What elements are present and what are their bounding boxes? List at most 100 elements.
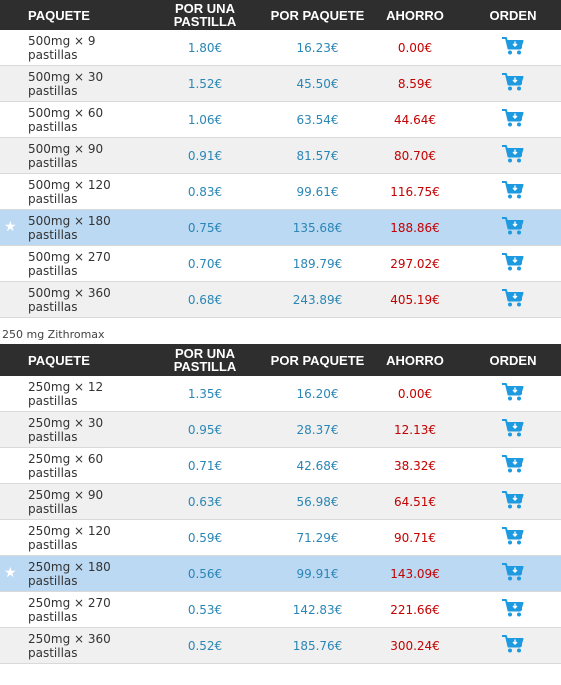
package-cell: 250mg × 120 pastillas bbox=[28, 523, 111, 552]
package-cell: 500mg × 90 pastillas bbox=[28, 141, 104, 170]
per-package-cell: 185.76€ bbox=[292, 638, 343, 653]
per-package-cell: 99.61€ bbox=[296, 184, 339, 199]
order-cell bbox=[465, 454, 561, 477]
per-package-cell: 81.57€ bbox=[296, 148, 339, 163]
shopping-cart-icon[interactable] bbox=[501, 181, 525, 203]
per-pill-cell: 0.68€ bbox=[187, 292, 223, 307]
per-package-cell: 16.23€ bbox=[296, 40, 339, 55]
star-icon: ★ bbox=[4, 219, 17, 235]
per-pill-cell: 0.91€ bbox=[187, 148, 223, 163]
per-pill-cell: 0.70€ bbox=[187, 256, 223, 271]
shopping-cart-icon[interactable] bbox=[501, 37, 525, 59]
order-cell bbox=[465, 180, 561, 203]
package-cell: 500mg × 60 pastillas bbox=[28, 105, 104, 134]
per-package-cell: 42.68€ bbox=[296, 458, 339, 473]
table-row: 250mg × 120 pastillas 0.59€ 71.29€ 90.71€ bbox=[0, 520, 561, 556]
header-savings: AHORRO bbox=[386, 352, 444, 368]
per-pill-cell: 0.52€ bbox=[187, 638, 223, 653]
savings-cell: 8.59€ bbox=[397, 76, 433, 91]
savings-cell: 38.32€ bbox=[394, 458, 436, 473]
order-cell bbox=[465, 288, 561, 311]
header-per-pill-line1: POR UNA bbox=[175, 1, 235, 16]
package-cell: 500mg × 9 pastillas bbox=[28, 33, 96, 62]
package-cell: 500mg × 180 pastillas bbox=[28, 213, 111, 242]
shopping-cart-icon[interactable] bbox=[501, 419, 525, 441]
per-package-cell: 45.50€ bbox=[296, 76, 339, 91]
per-package-cell: 71.29€ bbox=[296, 530, 339, 545]
order-cell bbox=[465, 526, 561, 549]
shopping-cart-icon[interactable] bbox=[501, 253, 525, 275]
savings-cell: 80.70€ bbox=[394, 148, 436, 163]
shopping-cart-icon[interactable] bbox=[501, 109, 525, 131]
package-cell: 250mg × 270 pastillas bbox=[28, 595, 111, 624]
per-pill-cell: 0.56€ bbox=[187, 566, 223, 581]
header-per-pill: POR UNA PASTILLA bbox=[140, 347, 270, 373]
savings-cell: 300.24€ bbox=[390, 638, 440, 653]
table-row: ★ 500mg × 180 pastillas 0.75€ 135.68€ 188.86… bbox=[0, 210, 561, 246]
shopping-cart-icon[interactable] bbox=[501, 491, 525, 513]
shopping-cart-icon[interactable] bbox=[501, 635, 525, 657]
per-pill-cell: 0.53€ bbox=[187, 602, 223, 617]
header-package: PAQUETE bbox=[28, 7, 90, 23]
package-cell: 250mg × 60 pastillas bbox=[28, 451, 104, 480]
header-order: ORDEN bbox=[489, 7, 537, 23]
header-per-pill-line2: PASTILLA bbox=[173, 14, 237, 29]
savings-cell: 116.75€ bbox=[390, 184, 440, 199]
package-cell: 250mg × 90 pastillas bbox=[28, 487, 104, 516]
table-row: 500mg × 270 pastillas 0.70€ 189.79€ 297.02€ bbox=[0, 246, 561, 282]
package-cell: 500mg × 360 pastillas bbox=[28, 285, 111, 314]
per-package-cell: 99.91€ bbox=[296, 566, 339, 581]
table-row: 250mg × 30 pastillas 0.95€ 28.37€ 12.13€ bbox=[0, 412, 561, 448]
per-pill-cell: 1.35€ bbox=[187, 386, 223, 401]
table-header: PAQUETE POR UNA PASTILLA POR PAQUETE AHORRO O… bbox=[0, 344, 561, 376]
savings-cell: 143.09€ bbox=[390, 566, 440, 581]
header-per-package: POR PAQUETE bbox=[270, 352, 365, 368]
order-cell bbox=[465, 252, 561, 275]
per-pill-cell: 0.59€ bbox=[187, 530, 223, 545]
per-pill-cell: 0.75€ bbox=[187, 220, 223, 235]
per-package-cell: 63.54€ bbox=[296, 112, 339, 127]
order-cell bbox=[465, 108, 561, 131]
shopping-cart-icon[interactable] bbox=[501, 145, 525, 167]
header-package: PAQUETE bbox=[28, 352, 90, 368]
savings-cell: 90.71€ bbox=[394, 530, 436, 545]
table-row: 500mg × 90 pastillas 0.91€ 81.57€ 80.70€ bbox=[0, 138, 561, 174]
shopping-cart-icon[interactable] bbox=[501, 73, 525, 95]
shopping-cart-icon[interactable] bbox=[501, 455, 525, 477]
shopping-cart-icon[interactable] bbox=[501, 563, 525, 585]
table-row: 500mg × 60 pastillas 1.06€ 63.54€ 44.64€ bbox=[0, 102, 561, 138]
order-cell bbox=[465, 634, 561, 657]
table-row: 500mg × 120 pastillas 0.83€ 99.61€ 116.75€ bbox=[0, 174, 561, 210]
shopping-cart-icon[interactable] bbox=[501, 217, 525, 239]
order-cell bbox=[465, 598, 561, 621]
per-pill-cell: 0.83€ bbox=[187, 184, 223, 199]
table-row: 500mg × 9 pastillas 1.80€ 16.23€ 0.00€ bbox=[0, 30, 561, 66]
per-package-cell: 189.79€ bbox=[292, 256, 343, 271]
header-per-pill-line1: POR UNA bbox=[175, 346, 235, 361]
per-pill-cell: 0.95€ bbox=[187, 422, 223, 437]
table-header: PAQUETE POR UNA PASTILLA POR PAQUETE AHORRO O… bbox=[0, 0, 561, 30]
per-package-cell: 135.68€ bbox=[292, 220, 343, 235]
shopping-cart-icon[interactable] bbox=[501, 599, 525, 621]
shopping-cart-icon[interactable] bbox=[501, 527, 525, 549]
shopping-cart-icon[interactable] bbox=[501, 383, 525, 405]
savings-cell: 297.02€ bbox=[390, 256, 440, 271]
header-per-pill-line2: PASTILLA bbox=[173, 359, 237, 374]
header-savings: AHORRO bbox=[386, 7, 444, 23]
per-pill-cell: 1.80€ bbox=[187, 40, 223, 55]
savings-cell: 0.00€ bbox=[397, 386, 433, 401]
price-table-0: PAQUETE POR UNA PASTILLA POR PAQUETE AHORRO O… bbox=[0, 0, 561, 318]
header-per-package: POR PAQUETE bbox=[270, 7, 365, 23]
package-cell: 250mg × 12 pastillas bbox=[28, 379, 104, 408]
order-cell bbox=[465, 72, 561, 95]
per-pill-cell: 0.63€ bbox=[187, 494, 223, 509]
price-table-1: 250 mg Zithromax PAQUETE POR UNA PASTILLA PO… bbox=[0, 318, 561, 664]
section-label: 250 mg Zithromax bbox=[2, 328, 105, 341]
per-pill-cell: 1.52€ bbox=[187, 76, 223, 91]
shopping-cart-icon[interactable] bbox=[501, 289, 525, 311]
per-pill-cell: 1.06€ bbox=[187, 112, 223, 127]
package-cell: 500mg × 120 pastillas bbox=[28, 177, 111, 206]
table-row: 500mg × 30 pastillas 1.52€ 45.50€ 8.59€ bbox=[0, 66, 561, 102]
savings-cell: 221.66€ bbox=[390, 602, 440, 617]
order-cell bbox=[465, 418, 561, 441]
